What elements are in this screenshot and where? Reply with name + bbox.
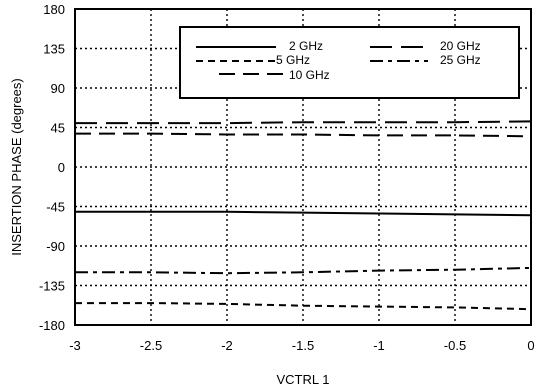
legend-label: 5 GHz — [276, 53, 310, 67]
legend-label: 20 GHz — [440, 39, 481, 53]
x-tick-label: -0.5 — [444, 338, 466, 353]
legend-label: 2 GHz — [289, 39, 323, 53]
y-tick-label: -90 — [46, 239, 65, 254]
x-tick-label: -1.5 — [292, 338, 314, 353]
x-tick-labels: -3 -2.5 -2 -1.5 -1 -0.5 0 — [69, 338, 534, 353]
series-line-2-ghz — [75, 210, 532, 217]
series-lines — [75, 120, 532, 311]
y-tick-label: 0 — [58, 160, 65, 175]
y-tick-label: 90 — [51, 81, 65, 96]
legend-box — [179, 26, 520, 99]
y-tick-label: 135 — [43, 42, 65, 57]
plot-frame — [74, 8, 532, 326]
x-axis-label: VCTRL 1 — [277, 372, 330, 387]
x-tick-label: 0 — [527, 338, 534, 353]
y-axis-label: INSERTION PHASE (degrees) — [9, 78, 24, 255]
series-line-5-ghz — [75, 302, 532, 311]
series-line-25-ghz — [75, 266, 532, 275]
y-tick-label: -45 — [46, 200, 65, 215]
y-tick-label: -135 — [39, 279, 65, 294]
x-tick-label: -1 — [373, 338, 385, 353]
y-tick-labels: 180 135 90 45 0 -45 -90 -135 -180 — [39, 2, 65, 333]
legend-label: 10 GHz — [289, 68, 330, 82]
y-tick-label: -180 — [39, 318, 65, 333]
x-tick-label: -3 — [69, 338, 81, 353]
x-tick-label: -2.5 — [140, 338, 162, 353]
y-tick-label: 180 — [43, 2, 65, 17]
series-line-10-ghz — [75, 132, 532, 138]
x-tick-label: -2 — [221, 338, 233, 353]
series-line-20-ghz — [75, 120, 532, 125]
y-tick-label: 45 — [51, 121, 65, 136]
legend-label: 25 GHz — [440, 53, 481, 67]
